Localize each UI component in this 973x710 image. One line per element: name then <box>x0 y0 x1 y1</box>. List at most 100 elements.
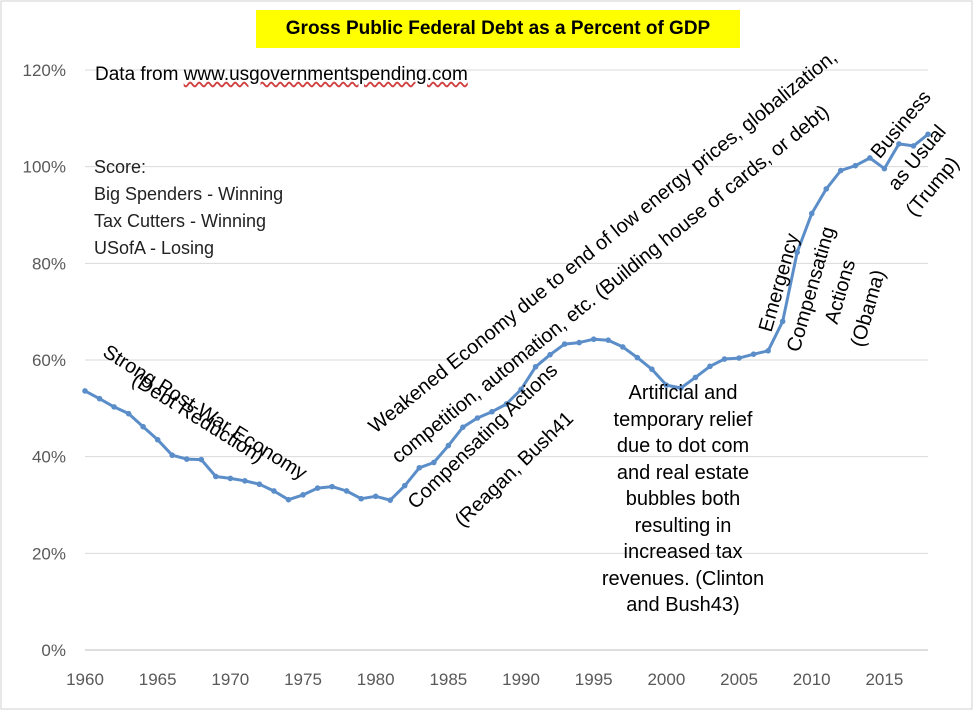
data-point <box>285 496 292 503</box>
relief-line-8: revenues. (Clinton <box>601 567 765 590</box>
data-point <box>619 344 626 350</box>
y-tick-label: 0% <box>41 641 66 660</box>
data-point <box>169 452 176 459</box>
data-point <box>401 482 408 489</box>
y-tick-label: 80% <box>32 254 66 273</box>
data-point <box>678 385 684 391</box>
data-point <box>576 339 582 346</box>
score-heading: Score: <box>94 157 147 177</box>
data-point <box>140 423 146 430</box>
data-point <box>227 475 234 482</box>
data-point <box>300 492 306 498</box>
data-point <box>808 210 815 217</box>
data-point <box>445 442 452 449</box>
data-point <box>213 473 219 480</box>
data-point <box>343 488 350 494</box>
data-point <box>96 395 103 402</box>
relief-line-9: and Bush43) <box>626 594 740 616</box>
x-tick-label: 1995 <box>575 670 613 689</box>
x-tick-label: 2015 <box>865 670 903 689</box>
data-point <box>605 337 612 343</box>
x-tick-label: 1990 <box>502 670 540 689</box>
chart-title: Gross Public Federal Debt as a Percent o… <box>256 10 740 48</box>
relief-line-2: temporary relief <box>613 408 753 431</box>
data-point <box>518 386 524 393</box>
data-point <box>663 382 670 388</box>
data-point <box>721 356 728 362</box>
data-point <box>358 495 364 502</box>
data-point <box>329 483 335 490</box>
data-point <box>111 404 117 410</box>
data-point <box>852 162 859 169</box>
data-point <box>910 143 917 149</box>
data-point <box>692 374 699 381</box>
x-tick-label: 2005 <box>720 670 758 689</box>
source-note: Data from www.usgovernmentspending.com <box>95 64 468 86</box>
data-point <box>634 354 641 361</box>
x-tick-label: 1985 <box>429 670 467 689</box>
data-point <box>823 186 830 192</box>
data-point <box>503 401 510 407</box>
point-layer <box>82 131 931 503</box>
y-tick-label: 100% <box>23 158 66 177</box>
grid-layer <box>85 69 928 651</box>
relief-line-4: and real estate <box>616 461 750 484</box>
data-point <box>256 481 263 488</box>
data-point <box>590 336 597 343</box>
data-point <box>794 249 800 256</box>
data-point <box>561 341 568 347</box>
x-tick-label: 1975 <box>284 670 322 689</box>
x-tick-label: 1970 <box>211 670 249 689</box>
score-line-usofa: USofA - Losing <box>94 238 215 258</box>
score-line-tax-cutters: Tax Cutters - Winning <box>94 211 267 231</box>
data-point <box>547 351 553 358</box>
data-point <box>707 363 713 370</box>
data-point <box>881 165 888 172</box>
data-point <box>649 366 655 372</box>
tick-layer: 0% 20% 40% 60% 80% 100% 120% 1960 1965 1970 1975 19… <box>23 61 904 689</box>
data-point <box>198 456 205 463</box>
data-point <box>474 415 481 421</box>
data-point <box>837 167 844 174</box>
data-point <box>779 318 786 325</box>
relief-line-7: increased tax <box>623 541 743 563</box>
data-point <box>242 478 248 484</box>
data-point <box>765 348 771 354</box>
data-point <box>314 485 321 491</box>
data-point <box>460 424 466 430</box>
relief-line-3: due to dot com <box>616 435 750 457</box>
x-tick-label: 1980 <box>357 670 395 689</box>
data-point <box>896 141 902 147</box>
data-point <box>125 410 132 417</box>
data-point <box>736 355 742 361</box>
source-note-url: www.usgovernmentspending.com <box>183 64 468 85</box>
data-point <box>867 155 873 161</box>
score-line-big-spenders: Big Spenders - Winning <box>94 184 284 204</box>
data-point <box>532 363 539 370</box>
score-block: Score: Big Spenders - Winning Tax Cutter… <box>94 154 283 262</box>
data-point <box>154 436 161 443</box>
data-point <box>750 351 757 358</box>
relief-line-5: bubbles both <box>625 488 741 510</box>
relief-line-1: Artificial and <box>628 382 738 404</box>
source-note-prefix: Data from <box>95 64 184 85</box>
y-tick-label: 120% <box>23 61 66 80</box>
data-point <box>489 408 495 415</box>
y-tick-label: 60% <box>32 351 66 370</box>
x-tick-label: 1965 <box>139 670 177 689</box>
annotation-relief: Artificial and temporary relief due to d… <box>588 380 778 619</box>
x-tick-label: 1960 <box>66 670 104 689</box>
y-tick-label: 20% <box>32 544 66 563</box>
data-point <box>372 493 379 500</box>
data-point <box>416 464 423 471</box>
data-point <box>271 488 277 494</box>
relief-line-6: resulting in <box>634 514 732 537</box>
data-point <box>183 456 190 462</box>
data-point <box>431 459 437 466</box>
x-tick-label: 2010 <box>793 670 831 689</box>
data-point <box>82 388 88 394</box>
x-tick-label: 2000 <box>647 670 685 689</box>
